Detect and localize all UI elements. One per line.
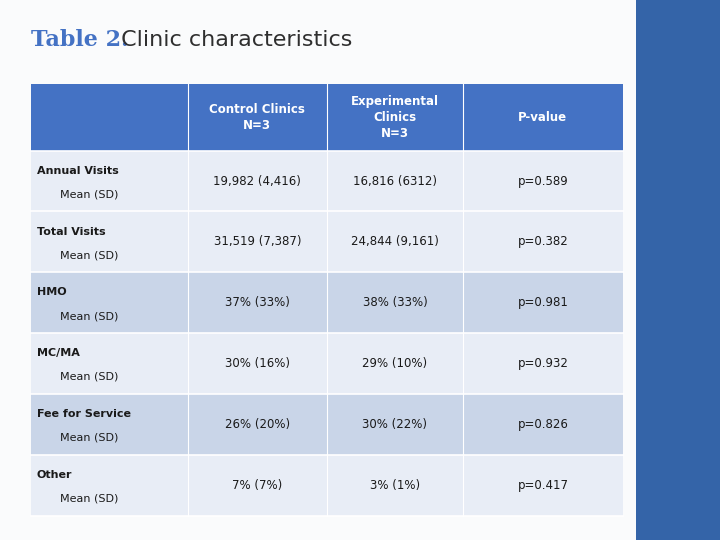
Text: Table 2.: Table 2. (31, 30, 129, 51)
Text: p=0.382: p=0.382 (518, 235, 568, 248)
Text: Mean (SD): Mean (SD) (60, 494, 118, 504)
Text: 29% (10%): 29% (10%) (362, 357, 428, 370)
Text: Experimental
Clinics
N=3: Experimental Clinics N=3 (351, 94, 439, 140)
Text: Mean (SD): Mean (SD) (60, 251, 118, 260)
Text: p=0.981: p=0.981 (518, 296, 568, 309)
Text: 30% (22%): 30% (22%) (362, 418, 428, 431)
Text: 31,519 (7,387): 31,519 (7,387) (214, 235, 301, 248)
Text: p=0.826: p=0.826 (518, 418, 568, 431)
Text: Total Visits: Total Visits (37, 227, 105, 237)
Text: 3% (1%): 3% (1%) (370, 479, 420, 492)
FancyBboxPatch shape (31, 455, 623, 516)
FancyBboxPatch shape (0, 0, 636, 540)
Text: Annual Visits: Annual Visits (37, 166, 119, 176)
Text: Mean (SD): Mean (SD) (60, 372, 118, 382)
FancyBboxPatch shape (31, 212, 623, 272)
Text: 19,982 (4,416): 19,982 (4,416) (213, 174, 301, 187)
Text: Mean (SD): Mean (SD) (60, 433, 118, 443)
Text: 16,816 (6312): 16,816 (6312) (353, 174, 437, 187)
FancyBboxPatch shape (31, 84, 623, 151)
Text: MC/MA: MC/MA (37, 348, 80, 358)
FancyBboxPatch shape (31, 151, 623, 212)
Text: HMO: HMO (37, 287, 66, 298)
Text: Fee for Service: Fee for Service (37, 409, 131, 419)
Text: p=0.932: p=0.932 (518, 357, 568, 370)
Text: 38% (33%): 38% (33%) (363, 296, 427, 309)
FancyBboxPatch shape (31, 333, 623, 394)
Text: P-value: P-value (518, 111, 567, 124)
Text: Control Clinics
N=3: Control Clinics N=3 (210, 103, 305, 132)
Text: Clinic characteristics: Clinic characteristics (114, 30, 352, 51)
Text: 37% (33%): 37% (33%) (225, 296, 289, 309)
FancyBboxPatch shape (31, 272, 623, 333)
Text: 24,844 (9,161): 24,844 (9,161) (351, 235, 439, 248)
FancyBboxPatch shape (636, 0, 720, 540)
FancyBboxPatch shape (31, 394, 623, 455)
Text: p=0.589: p=0.589 (518, 174, 568, 187)
Text: Other: Other (37, 470, 72, 480)
Text: 30% (16%): 30% (16%) (225, 357, 290, 370)
Text: Mean (SD): Mean (SD) (60, 190, 118, 199)
Text: 7% (7%): 7% (7%) (233, 479, 282, 492)
Text: p=0.417: p=0.417 (518, 479, 568, 492)
Text: 26% (20%): 26% (20%) (225, 418, 290, 431)
Text: Mean (SD): Mean (SD) (60, 311, 118, 321)
